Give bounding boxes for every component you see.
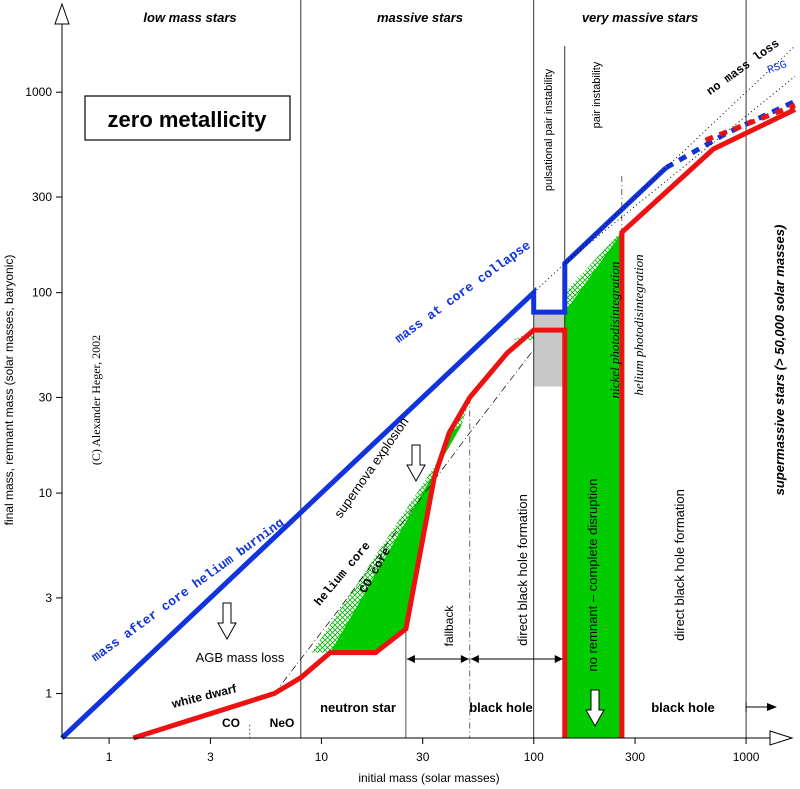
supermassive-arrow-head — [767, 703, 777, 711]
label-after-he-burning: mass after core helium burning — [89, 515, 287, 665]
series-remnant — [132, 327, 568, 741]
x-axis-label: initial mass (solar masses) — [358, 771, 499, 785]
label-direct-bh-1: direct black hole formation — [515, 494, 530, 646]
label-neo: NeO — [270, 716, 295, 730]
co-core-fill — [330, 424, 463, 653]
chart-title: zero metallicity — [108, 107, 268, 132]
x-tick-label: 300 — [625, 750, 645, 764]
label-agb-mass-loss: AGB mass loss — [196, 650, 285, 665]
no-remnant-arrow — [585, 689, 605, 728]
label-nickel: nickel photodisintegration — [607, 262, 622, 399]
x-axis-arrow — [769, 730, 794, 746]
y-tick-label: 100 — [32, 286, 52, 300]
series-rsg-blue — [664, 99, 797, 170]
supernova-arrow — [406, 444, 426, 483]
fallback-arrow-head-right — [460, 655, 469, 663]
gray-box — [533, 312, 565, 387]
label-at-collapse: mass at core collapse — [392, 238, 534, 347]
title-box — [84, 95, 291, 141]
x-tick-label: 100 — [524, 750, 544, 764]
credit: (C) Alexander Heger, 2002 — [89, 335, 103, 465]
y-tick-label: 10 — [39, 486, 53, 500]
label-no-remnant: no remnant – complete disruption — [585, 479, 600, 672]
x-tick-label: 1000 — [733, 750, 760, 764]
label-rsg: RSG — [766, 59, 789, 77]
label-fallback: fallback — [442, 605, 456, 647]
label-helium-photo: helium photodisintegration — [631, 254, 646, 395]
region-very-massive: very massive stars — [582, 10, 698, 25]
label-pair-instability: pair instability — [591, 61, 603, 128]
direct-bh-arrow-head-right — [554, 655, 563, 663]
label-black-hole-right: black hole — [651, 700, 715, 715]
agb-arrow — [217, 602, 237, 641]
series-remnant-vms — [619, 107, 797, 738]
y-axis-label: final mass, remnant mass (solar masses, … — [2, 255, 16, 526]
x-tick-label: 10 — [315, 750, 329, 764]
supernova-curve — [274, 349, 534, 694]
series-rsg-red — [698, 102, 796, 146]
y-tick-label: 3 — [45, 591, 52, 605]
y-tick-label: 30 — [39, 390, 53, 404]
label-supernova-explosion: supernova explosion — [331, 414, 412, 520]
label-direct-bh-2: direct black hole formation — [672, 489, 687, 641]
y-axis-arrow — [54, 2, 70, 25]
region-supermassive: supermassive stars (> 50,000 solar masse… — [772, 225, 787, 496]
region-low-mass: low mass stars — [143, 10, 236, 25]
x-tick-label: 30 — [416, 750, 430, 764]
label-neutron-star: neutron star — [320, 700, 396, 715]
series-no-mass-loss-2 — [564, 75, 796, 264]
x-tick-label: 1 — [106, 750, 113, 764]
no-remnant-fill — [564, 232, 622, 739]
label-black-hole-mid: black hole — [469, 700, 533, 715]
x-tick-label: 3 — [207, 750, 214, 764]
series-after-he-burning — [60, 165, 668, 740]
y-tick-label: 1000 — [25, 85, 52, 99]
y-tick-label: 1 — [45, 687, 52, 701]
label-pulsational: pulsational pair instability — [543, 68, 555, 191]
region-massive: massive stars — [377, 10, 463, 25]
label-co: CO — [222, 716, 240, 730]
fallback-arrow-head-left — [406, 655, 415, 663]
y-tick-label: 300 — [32, 190, 52, 204]
direct-bh-arrow-head-left — [470, 655, 479, 663]
